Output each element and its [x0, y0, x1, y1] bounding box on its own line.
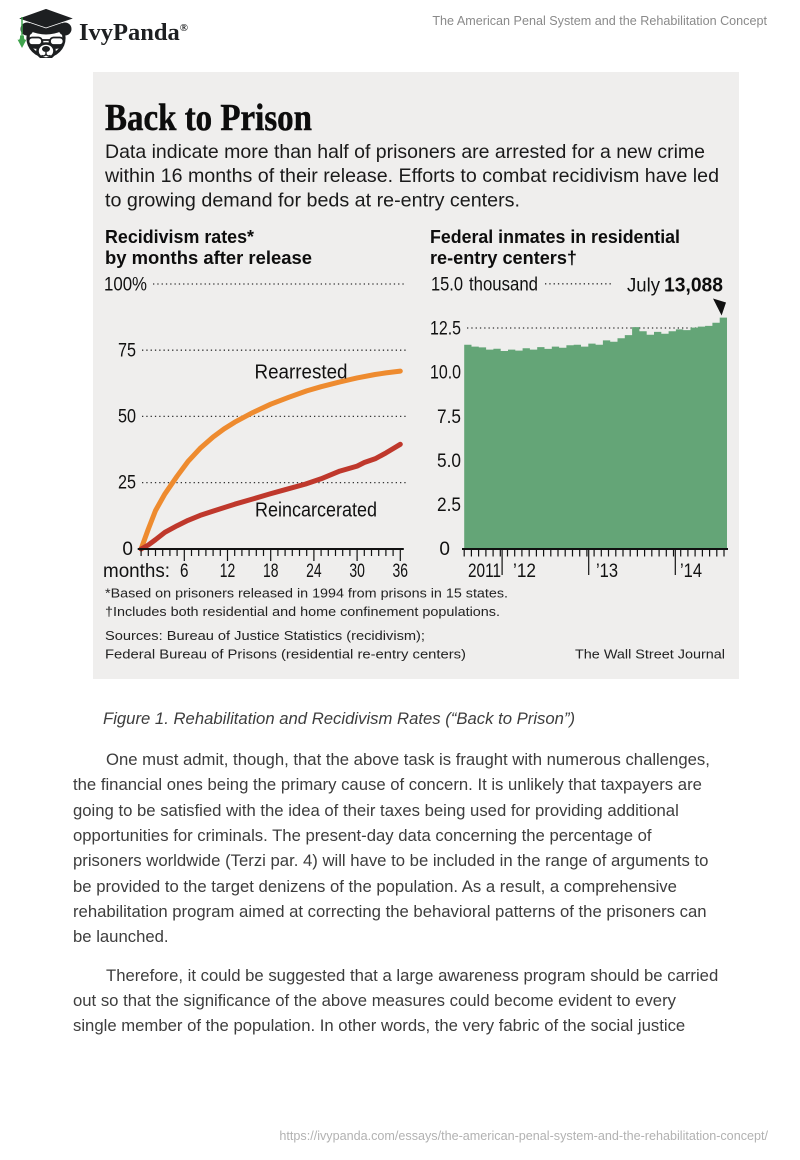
svg-text:Federal inmates in residential: Federal inmates in residential	[430, 227, 680, 247]
svg-text:Rearrested: Rearrested	[255, 362, 348, 384]
svg-text:Sources: Bureau of Justice Sta: Sources: Bureau of Justice Statistics (r…	[105, 628, 425, 643]
svg-text:’13: ’13	[596, 561, 618, 582]
svg-text:†Includes both residential and: †Includes both residential and home conf…	[105, 604, 500, 619]
svg-text:*Based on prisoners released i: *Based on prisoners released in 1994 fro…	[105, 586, 508, 601]
svg-text:2.5: 2.5	[437, 495, 461, 516]
svg-text:Data indicate more than half o: Data indicate more than half of prisoner…	[105, 141, 705, 163]
svg-text:re-entry centers†: re-entry centers†	[430, 248, 577, 268]
svg-text:75: 75	[118, 341, 136, 362]
svg-text:Recidivism rates*: Recidivism rates*	[105, 227, 254, 247]
svg-text:50: 50	[118, 407, 136, 428]
svg-text:10.0: 10.0	[430, 363, 461, 384]
svg-text:24: 24	[306, 561, 322, 582]
svg-text:2011: 2011	[468, 561, 501, 582]
svg-text:by months after release: by months after release	[105, 248, 312, 268]
svg-text:25: 25	[118, 473, 136, 494]
svg-text:7.5: 7.5	[437, 407, 461, 428]
svg-text:6: 6	[180, 561, 189, 582]
svg-text:months:: months:	[103, 561, 170, 582]
svg-text:0: 0	[122, 539, 133, 560]
svg-text:’14: ’14	[680, 561, 702, 582]
svg-text:12.5: 12.5	[430, 319, 461, 340]
svg-text:36: 36	[393, 561, 409, 582]
svg-text:The Wall Street Journal: The Wall Street Journal	[575, 647, 725, 662]
svg-text:Reincarcerated: Reincarcerated	[255, 500, 377, 522]
svg-text:18: 18	[263, 561, 279, 582]
svg-text:July: July	[627, 276, 660, 297]
svg-text:13,088: 13,088	[664, 275, 723, 297]
svg-text:12: 12	[220, 561, 236, 582]
svg-text:30: 30	[349, 561, 365, 582]
svg-text:0: 0	[439, 539, 450, 560]
svg-text:to growing demand for beds at: to growing demand for beds at re-entry c…	[105, 190, 520, 212]
svg-text:’12: ’12	[513, 561, 536, 582]
svg-text:Federal Bureau of Prisons (res: Federal Bureau of Prisons (residential r…	[105, 647, 466, 662]
svg-text:within 16 months of their rele: within 16 months of their release. Effor…	[104, 165, 719, 187]
svg-text:5.0: 5.0	[437, 451, 461, 472]
svg-text:Back to Prison: Back to Prison	[105, 97, 312, 139]
svg-text:100%: 100%	[104, 275, 147, 296]
